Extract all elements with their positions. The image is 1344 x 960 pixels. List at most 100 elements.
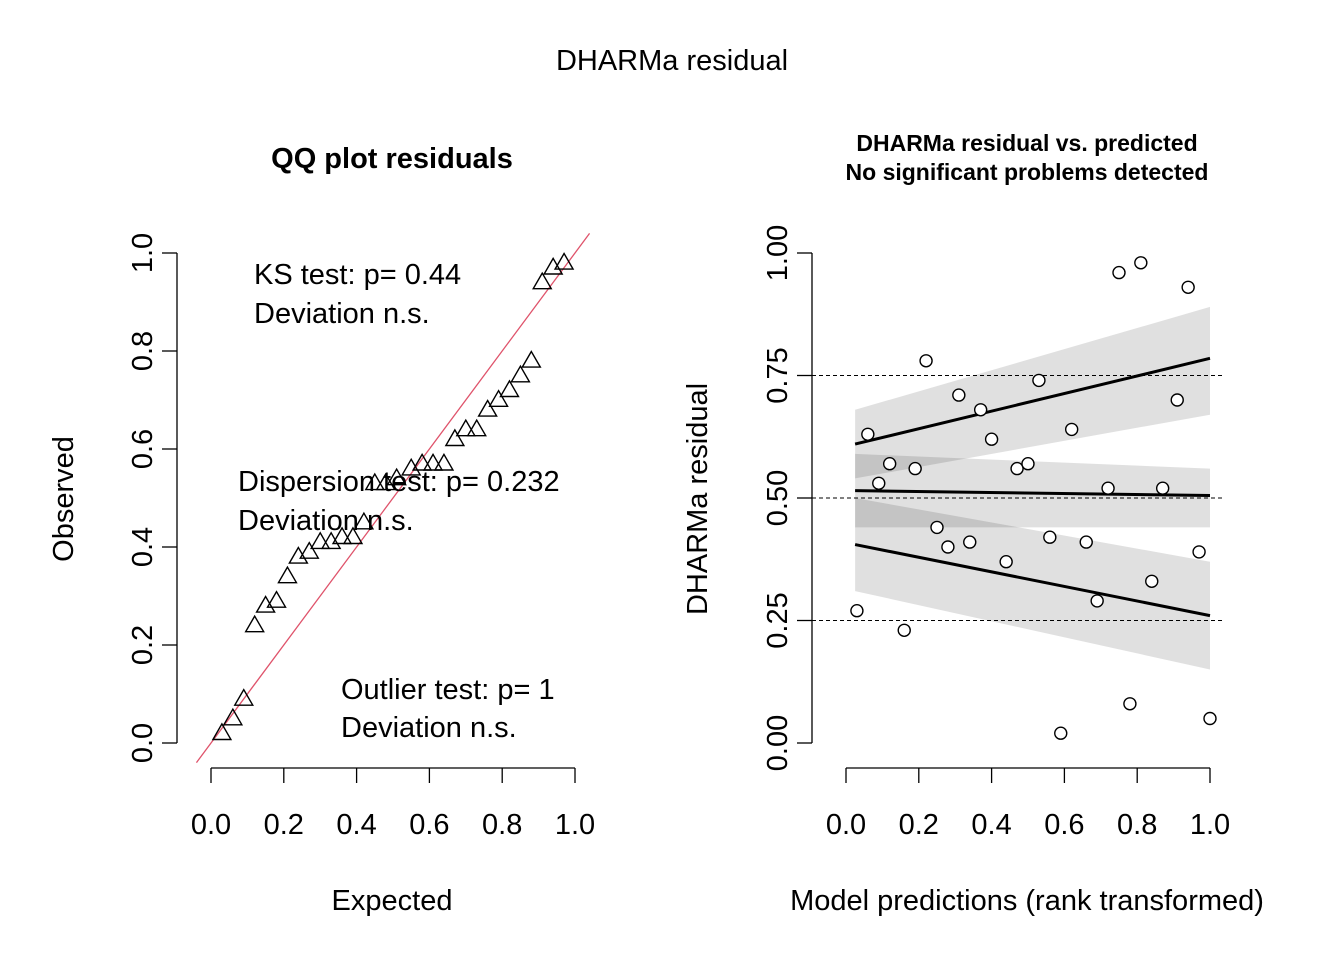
dispersion-test-line: Dispersion test: p= 0.232 [238,466,560,498]
qq-x-tick-label: 0.4 [336,809,376,841]
qq-point [233,688,254,706]
rvp-x-label: Model predictions (rank transformed) [790,885,1264,917]
qq-point [244,614,265,633]
qq-x-label: Expected [332,885,453,917]
qq-plot: QQ plot residuals 0.0 0.2 0.4 0.6 0.8 1.0 0.0… [48,143,595,917]
rvp-point [908,461,922,476]
rvp-x-tick-label: 0.2 [899,809,939,841]
rvp-quantile-fits [854,356,1211,618]
qq-point [499,379,520,398]
qq-annotation-dispersion: Dispersion test: p= 0.232 Deviation n.s. [238,466,560,537]
qq-reference-line [195,233,591,763]
qq-point [510,364,531,383]
rvp-y-tick-label: 0.75 [762,347,794,403]
rvp-confidence-band [855,306,1210,479]
rvp-title-line-1: DHARMa residual vs. predicted [856,130,1197,156]
ks-deviation-line: Deviation n.s. [254,298,430,330]
qq-y-tick-label: 0.8 [127,331,159,371]
rvp-x-tick-label: 0.8 [1117,809,1157,841]
qq-point [277,565,298,584]
rvp-point [872,476,886,490]
qq-point [211,722,233,741]
qq-point [477,399,498,417]
qq-point [455,418,477,437]
qq-x-tick-label: 0.8 [482,809,522,841]
rvp-point [984,432,999,446]
rvp-point [1032,373,1046,388]
qq-point [375,472,396,491]
qq-y-tick-label: 0.4 [127,527,159,567]
qq-point [364,472,386,491]
qq-point [386,467,407,486]
qq-point [320,531,342,550]
rvp-y-tick-label: 0.00 [762,715,794,771]
rvp-point [1134,256,1148,270]
qq-x-tick-label: 1.0 [555,809,595,841]
qq-y-tick-label: 1.0 [127,233,159,273]
qq-x-tick-label: 0.2 [264,809,304,841]
outlier-deviation-line: Deviation n.s. [341,712,517,744]
qq-y-tick-label: 0.2 [127,625,159,665]
qq-point [353,511,375,530]
rvp-point [1079,535,1093,549]
qq-point [542,256,564,275]
qq-y-tick-label: 0.0 [127,723,159,763]
rvp-points [850,256,1217,740]
rvp-confidence-bands [855,306,1210,670]
qq-point [411,452,433,471]
rvp-point [963,535,977,549]
rvp-point [861,427,875,441]
qq-point [466,418,487,437]
qq-point [433,452,455,471]
residual-vs-predicted-plot: DHARMa residual vs. predicted No signifi… [682,130,1264,917]
qq-y-axis: 0.0 0.2 0.4 0.6 0.8 1.0 [127,233,178,763]
rvp-point [1054,726,1068,740]
rvp-point [1064,422,1079,437]
qq-annotation-ks: KS test: p= 0.44 Deviation n.s. [254,259,461,330]
rvp-point [1090,594,1104,608]
rvp-y-label: DHARMa residual [682,383,714,615]
rvp-point [1145,574,1159,588]
rvp-confidence-band [855,498,1210,670]
qq-x-axis: 0.0 0.2 0.4 0.6 0.8 1.0 [191,767,595,841]
rvp-point [1203,711,1217,726]
qq-plot-title: QQ plot residuals [271,143,513,175]
ks-test-line: KS test: p= 0.44 [254,259,461,291]
qq-point [222,707,244,726]
rvp-reference-lines [812,375,1224,621]
rvp-point [919,354,933,368]
qq-point [422,452,444,471]
rvp-point [850,604,864,618]
qq-point [521,350,542,368]
rvp-quantile-fit-line [854,543,1211,618]
rvp-y-tick-label: 1.00 [762,225,794,281]
qq-x-tick-label: 0.0 [191,809,231,841]
rvp-point [1170,393,1184,407]
qq-point [488,389,509,407]
qq-x-tick-label: 0.6 [409,809,449,841]
rvp-y-tick-label: 0.25 [762,592,794,648]
outlier-test-line: Outlier test: p= 1 [341,674,555,706]
rvp-point [1043,530,1057,544]
qq-y-tick-label: 0.6 [127,429,159,469]
rvp-x-tick-label: 1.0 [1190,809,1230,841]
qq-point [532,271,553,290]
rvp-title-line-2: No significant problems detected [846,159,1209,185]
qq-plot-area [195,233,591,763]
rvp-quantile-fit-line [855,489,1211,498]
rvp-point [941,540,955,554]
qq-y-label: Observed [48,436,80,562]
qq-point [400,457,422,476]
rvp-x-tick-label: 0.6 [1044,809,1084,841]
rvp-point [1181,280,1195,294]
rvp-point [1112,265,1126,280]
rvp-point [999,555,1013,569]
rvp-point [882,457,897,471]
page-title: DHARMa residual [556,45,788,77]
qq-point [266,590,287,608]
rvp-point [1101,481,1115,495]
rvp-point [1123,697,1137,711]
rvp-x-tick-label: 0.0 [826,809,866,841]
rvp-point [897,623,911,637]
